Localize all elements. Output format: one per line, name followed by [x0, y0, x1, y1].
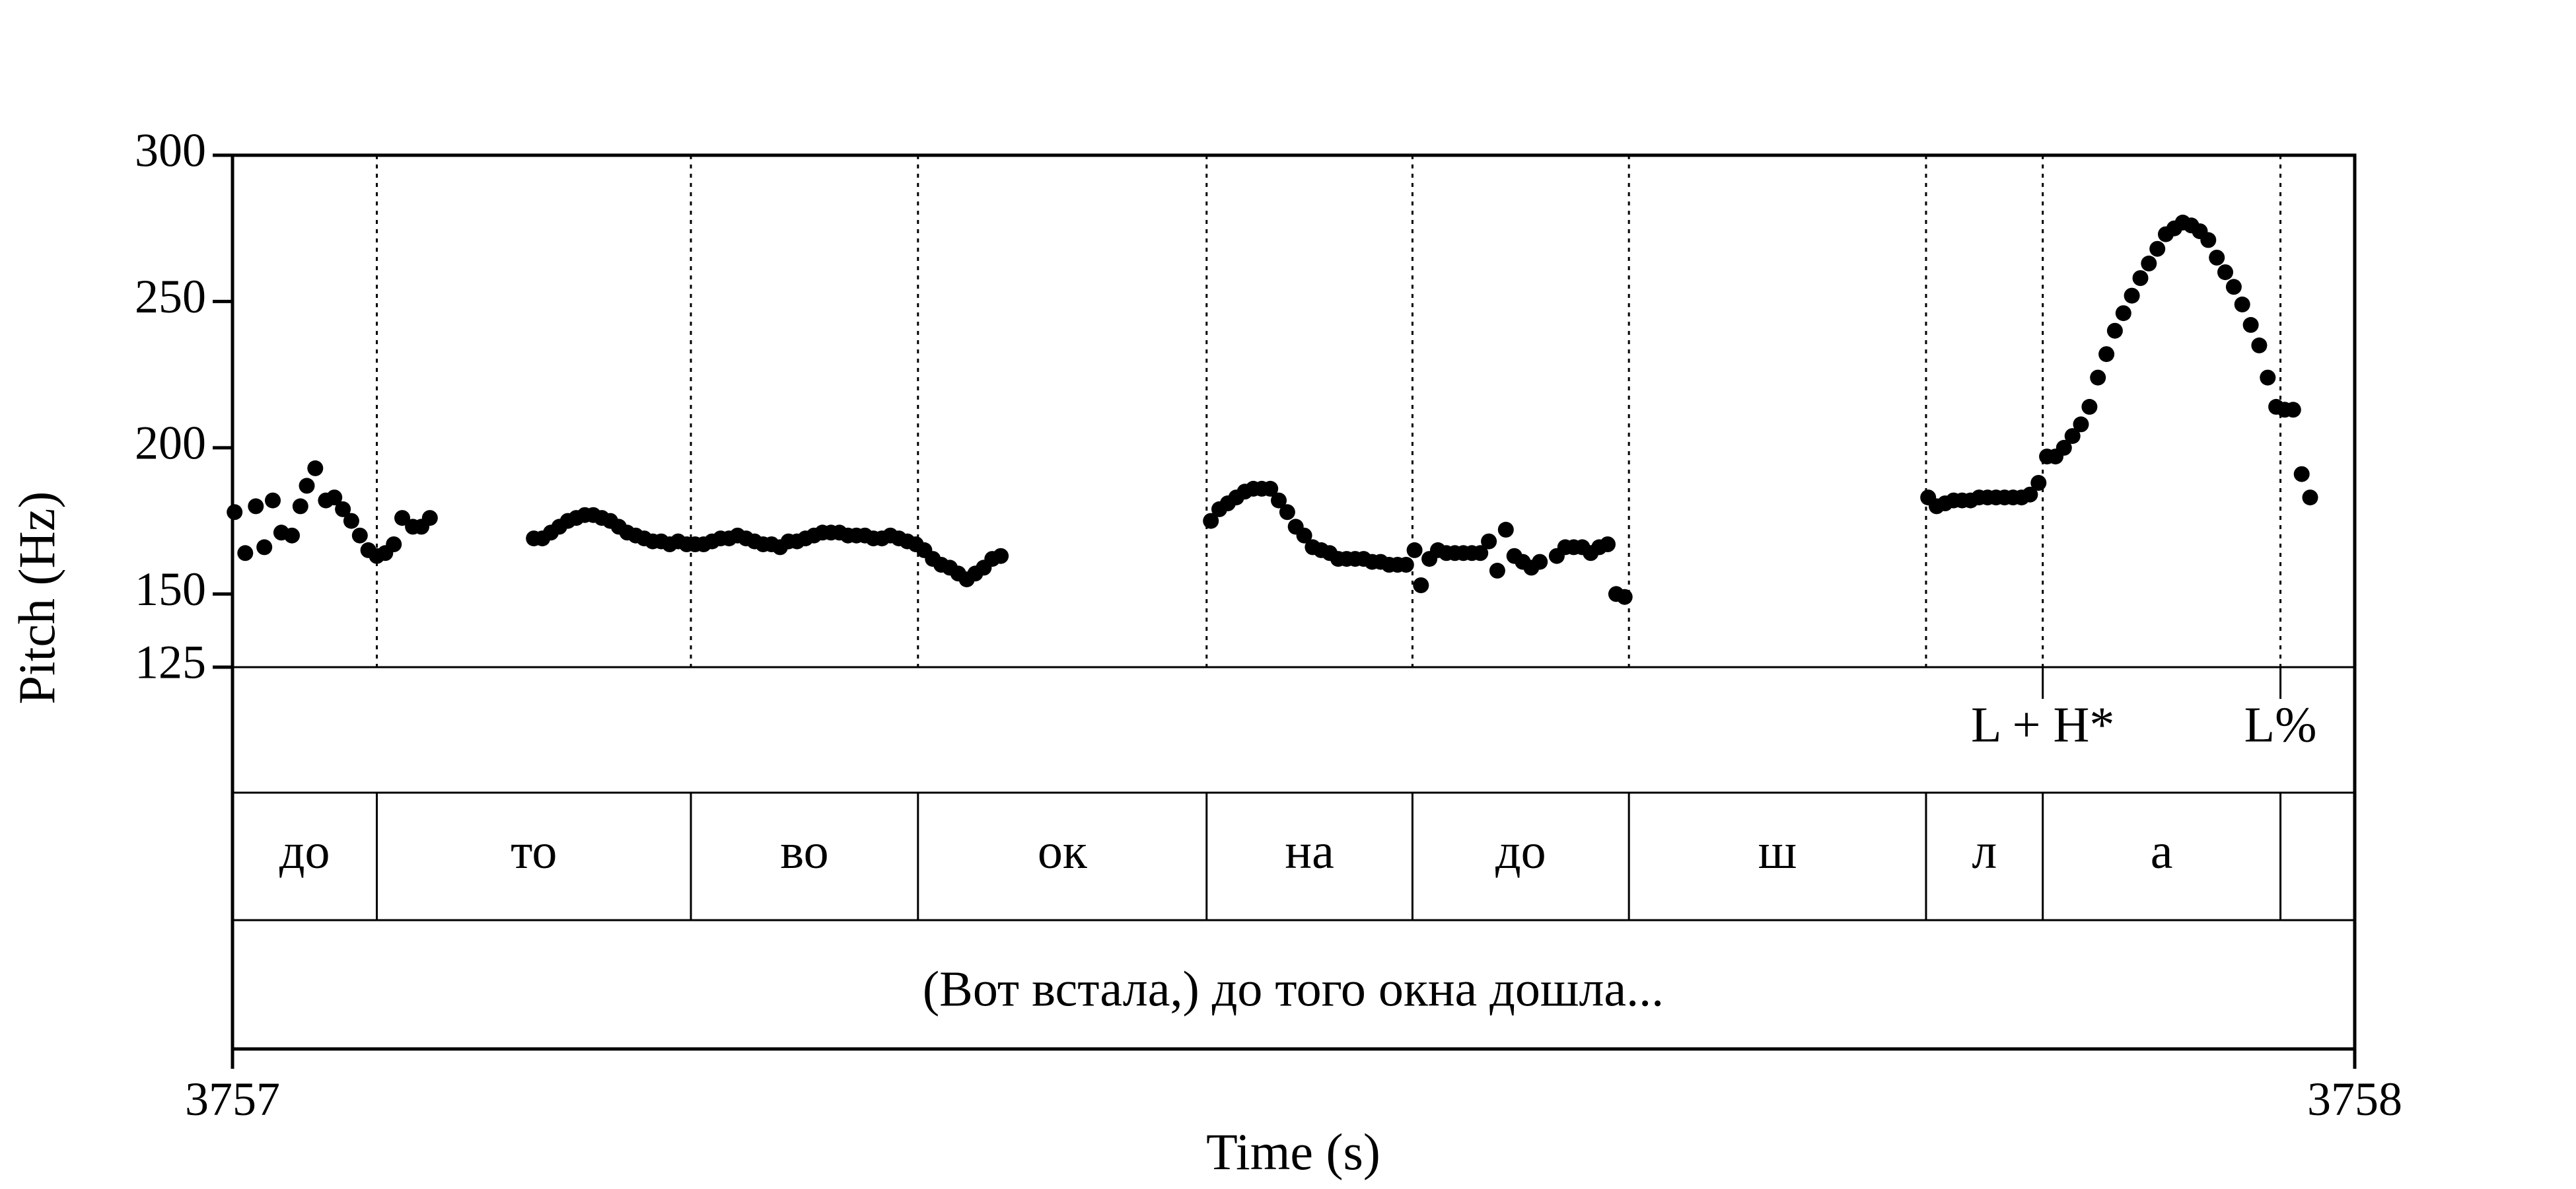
plot-frame [231, 153, 2357, 1051]
pitch-point [1398, 557, 1414, 573]
pitch-point [2200, 232, 2217, 248]
syllable-label: до [279, 824, 330, 879]
pitch-point [284, 527, 300, 544]
pitch-point [2022, 486, 2038, 503]
syllable-tier: до то во ок на до ш л а [279, 824, 2173, 879]
pitch-point [2132, 270, 2149, 286]
pitch-point [292, 498, 308, 515]
tone-label: L% [2244, 697, 2317, 752]
pitch-point [2217, 264, 2233, 281]
pitch-point [299, 478, 315, 494]
pitch-points [227, 214, 2318, 605]
pitch-point [394, 510, 410, 526]
pitch-point [2098, 346, 2115, 363]
pitch-point [2056, 439, 2072, 456]
pitch-point [1616, 589, 1633, 605]
syllable-label: на [1285, 824, 1334, 879]
pitch-point [1472, 545, 1489, 561]
pitch-point [343, 513, 359, 529]
pitch-point [386, 536, 402, 552]
pitch-point [2030, 475, 2047, 491]
y-tick-label-300: 300 [135, 124, 206, 177]
y-tick-label-125: 125 [135, 636, 206, 689]
syllable-label: во [780, 824, 828, 879]
syllable-label: л [1972, 824, 1997, 879]
pitch-point [2209, 250, 2225, 266]
pitch-point [2115, 305, 2131, 322]
pitch-point [2124, 287, 2140, 304]
syllable-label: ок [1038, 824, 1087, 879]
pitch-point [1600, 536, 1616, 552]
pitch-point [2149, 240, 2166, 257]
pitch-point [2106, 322, 2123, 339]
y-tick-label-150: 150 [135, 563, 206, 616]
pitch-point [307, 460, 324, 476]
pitch-point [2234, 296, 2250, 312]
pitch-point [2225, 279, 2242, 295]
pitch-point [2141, 255, 2157, 271]
pitch-point [326, 489, 343, 506]
pitch-point [993, 548, 1009, 564]
pitch-point [351, 527, 368, 544]
pitch-point [2064, 428, 2081, 445]
syllable-boundaries [375, 155, 2282, 920]
syllable-label: а [2151, 824, 2173, 879]
pitch-point [2251, 337, 2268, 353]
pitch-point [227, 504, 243, 521]
pitch-point [1296, 527, 1312, 544]
pitch-point [2090, 369, 2106, 386]
pitch-point [1271, 492, 1287, 509]
pitch-point [1203, 513, 1219, 529]
pitch-point [2073, 416, 2089, 433]
pitch-point [2242, 316, 2259, 333]
pitch-point [421, 510, 438, 526]
tone-tier: L + H* L% [1971, 697, 2316, 752]
tone-label: L + H* [1971, 697, 2114, 752]
pitch-point [2285, 402, 2301, 418]
pitch-point [265, 492, 281, 509]
y-tick-label-250: 250 [135, 270, 206, 323]
pitch-point [1532, 554, 1548, 570]
pitch-point [237, 545, 254, 561]
x-axis-ticks: 3757 3758 [185, 1049, 2402, 1126]
pitch-point [335, 501, 351, 517]
pitch-point [2293, 466, 2310, 482]
y-tick-label-200: 200 [135, 416, 206, 469]
pitch-point [2302, 489, 2318, 506]
pitch-point [256, 539, 273, 556]
sentence-label: (Вот встала,) до того окна дошла... [923, 961, 1664, 1017]
pitch-point [1481, 533, 1497, 550]
x-axis-title: Time (s) [1206, 1123, 1380, 1180]
y-axis-title: Pitch (Hz) [8, 491, 65, 705]
pitch-point [1262, 480, 1279, 497]
x-tick-label-3758: 3758 [2307, 1073, 2402, 1126]
syllable-label: ш [1758, 824, 1797, 879]
y-axis-ticks: 300 250 200 150 125 [135, 124, 233, 689]
chart-frame [231, 153, 2357, 1051]
pitch-point [1279, 504, 1295, 521]
pitch-point [1497, 521, 1514, 538]
pitch-point [248, 498, 264, 515]
pitch-point [1406, 542, 1423, 558]
syllable-label: до [1495, 824, 1546, 879]
pitch-point [2081, 398, 2098, 415]
pitch-point [2260, 369, 2276, 386]
pitch-point [1413, 577, 1429, 593]
pitch-point [1489, 562, 1505, 579]
syllable-label: то [511, 824, 557, 879]
x-tick-label-3757: 3757 [185, 1073, 280, 1126]
